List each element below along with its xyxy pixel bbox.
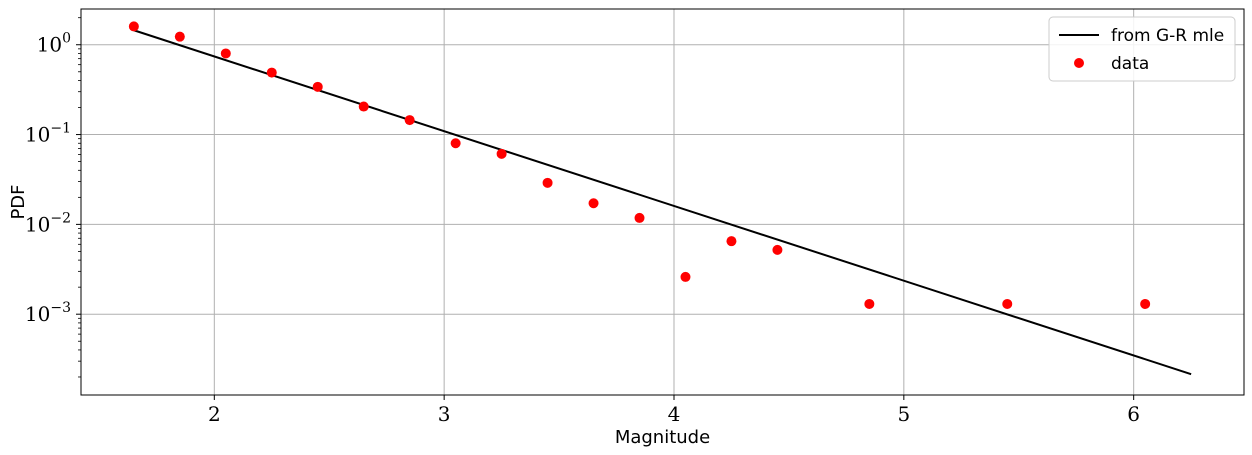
y-tick-exponent: −2 [50,210,71,226]
series-markers-group [128,21,1151,309]
data-point [358,101,369,112]
fit-line [133,29,1192,376]
x-tick-label: 2 [208,402,221,426]
data-point [312,81,323,92]
y-tick-exponent: −3 [50,300,71,316]
data-point [1002,298,1013,309]
y-tick-label: 10−2 [25,210,71,236]
data-point [174,31,185,42]
data-point [1140,298,1151,309]
data-point [680,271,691,282]
data-point [496,148,507,159]
y-tick-label: 10−3 [25,300,71,326]
legend-label: data [1111,54,1149,74]
data-point [220,48,231,59]
legend-label: from G-R mle [1111,26,1224,46]
data-point [772,244,783,255]
legend: from G-R mle data [1048,16,1236,82]
x-tick-label: 4 [668,402,681,426]
y-tick-label: 100 [37,31,71,57]
y-tick-label: 10−1 [25,121,71,147]
y-axis-title: PDF [8,184,29,219]
legend-marker-swatch [1074,58,1084,68]
data-point [634,212,645,223]
plot-frame [80,8,1245,396]
data-point [542,177,553,188]
y-tick-exponent: −1 [50,121,71,137]
data-point [266,67,277,78]
y-tick-base: 10 [25,212,50,236]
data-point [450,138,461,149]
y-tick-exponent: 0 [62,31,71,47]
data-point [864,298,875,309]
x-tick-label: 6 [1127,402,1140,426]
legend-box [1048,16,1236,82]
y-tick-base: 10 [25,123,50,147]
y-tick-base: 10 [37,33,62,57]
series-line-group [133,29,1192,376]
data-point [588,198,599,209]
x-tick-label: 5 [897,402,910,426]
data-point [726,236,737,247]
x-tick-label: 3 [438,402,451,426]
grid-lines [81,9,1244,395]
x-axis-title: Magnitude [615,427,710,448]
data-point [404,115,415,126]
y-tick-base: 10 [25,302,50,326]
x-ticks: 2 3 4 5 6 [208,395,1140,426]
data-point [128,21,139,32]
